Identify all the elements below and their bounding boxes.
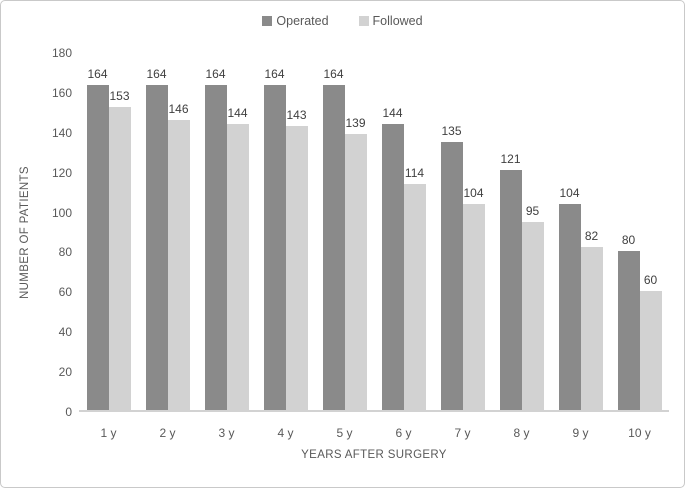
bar-followed: 60: [639, 273, 662, 410]
bar-group: 164 143: [256, 53, 315, 410]
x-tick-label: 8 y: [513, 426, 530, 440]
bar-value-label: 104: [463, 185, 484, 200]
bar-operated: 80: [617, 233, 640, 410]
bar-followed: 139: [344, 116, 367, 410]
bar-followed: 153: [108, 89, 131, 410]
bar-value-label: 139: [345, 116, 366, 131]
y-tick-label: 180: [51, 46, 72, 60]
bar-operated: 164: [263, 67, 286, 410]
plot-area: 164 153 164 146 164 144 164 143 164 139 144 114 135 1…: [79, 53, 669, 412]
y-axis-tick-labels: 0 20 40 60 80 100 120 140 160 180: [1, 46, 72, 419]
x-tick-label: 7 y: [454, 426, 471, 440]
y-tick-label: 160: [51, 85, 72, 100]
legend-swatch-operated-icon: [262, 16, 273, 26]
bar-value-label: 143: [286, 108, 307, 123]
y-tick-label: 0: [65, 405, 72, 419]
legend-swatch-followed-icon: [358, 16, 369, 26]
x-axis-tick-labels: 1 y 2 y 3 y 4 y 5 y 6 y 7 y 8 y 9 y 10 y: [79, 426, 669, 440]
bar-operated: 104: [558, 186, 581, 410]
x-tick-label: 9 y: [572, 426, 589, 440]
bar-value-label: 164: [264, 66, 285, 81]
y-tick-label: 80: [58, 245, 72, 260]
bar-followed: 143: [285, 108, 308, 410]
bar-value-label: 144: [382, 106, 403, 121]
bar-operated: 164: [145, 67, 168, 410]
bar-value-label: 135: [441, 124, 462, 139]
bar-value-label: 146: [168, 102, 189, 117]
bar-value-label: 82: [584, 229, 599, 244]
bar-value-label: 95: [525, 203, 540, 218]
y-tick-label: 140: [51, 125, 72, 140]
bar-value-label: 121: [500, 152, 521, 167]
bar-group: 164 153: [79, 53, 138, 410]
bar-operated: 135: [440, 124, 463, 410]
y-tick-label: 60: [58, 285, 72, 300]
bar-followed: 146: [167, 102, 190, 410]
bar-operated: 164: [204, 67, 227, 410]
bar-followed: 104: [462, 186, 485, 410]
bar-group: 80 60: [610, 53, 669, 410]
bar-group: 104 82: [551, 53, 610, 410]
bar-group: 121 95: [492, 53, 551, 410]
bar-value-label: 114: [404, 165, 425, 180]
legend-label-operated: Operated: [276, 14, 329, 28]
x-tick-label: 1 y: [100, 426, 117, 440]
bar-value-label: 153: [109, 88, 130, 103]
y-tick-label: 20: [58, 365, 72, 380]
bar-followed: 82: [580, 229, 603, 410]
y-tick-label: 120: [51, 165, 72, 180]
bar-operated: 144: [381, 106, 404, 410]
bar-operated: 164: [86, 67, 109, 410]
chart-legend: Operated Followed: [1, 14, 684, 28]
y-tick-label: 100: [51, 205, 72, 220]
bar-value-label: 164: [146, 66, 167, 81]
x-tick-label: 3 y: [218, 426, 235, 440]
bar-value-label: 144: [227, 106, 248, 121]
bar-value-label: 164: [323, 66, 344, 81]
x-axis-title: YEARS AFTER SURGERY: [301, 449, 447, 461]
bar-value-label: 80: [621, 233, 636, 248]
bar-group: 144 114: [374, 53, 433, 410]
legend-item-operated: Operated: [262, 14, 329, 28]
legend-item-followed: Followed: [358, 14, 423, 28]
bar-group: 164 146: [138, 53, 197, 410]
legend-label-followed: Followed: [372, 14, 423, 28]
bar-group: 164 144: [197, 53, 256, 410]
x-tick-label: 2 y: [159, 426, 176, 440]
x-tick-label: 10 y: [628, 426, 651, 440]
bar-value-label: 60: [643, 273, 658, 287]
bar-value-label: 164: [205, 66, 226, 81]
x-tick-label: 5 y: [336, 426, 353, 440]
bar-followed: 144: [226, 106, 249, 410]
bar-followed: 95: [521, 204, 544, 410]
y-tick-label: 40: [58, 325, 72, 340]
bar-group: 164 139: [315, 53, 374, 410]
bar-group: 135 104: [433, 53, 492, 410]
bar-followed: 114: [403, 166, 426, 410]
bar-operated: 164: [322, 67, 345, 410]
x-tick-label: 6 y: [395, 426, 412, 440]
bar-operated: 121: [499, 152, 522, 410]
bar-value-label: 104: [559, 185, 580, 200]
x-tick-label: 4 y: [277, 426, 294, 440]
bar-value-label: 164: [87, 66, 108, 81]
